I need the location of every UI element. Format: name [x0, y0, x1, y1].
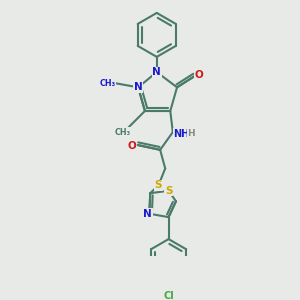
Text: H: H: [188, 129, 195, 138]
Text: CH₃: CH₃: [100, 79, 116, 88]
Text: S: S: [165, 186, 172, 196]
Text: N: N: [152, 67, 161, 77]
Text: Cl: Cl: [163, 291, 174, 300]
Text: O: O: [128, 142, 136, 152]
Text: O: O: [195, 70, 203, 80]
Text: NH: NH: [173, 129, 189, 139]
Text: N: N: [143, 209, 152, 219]
Text: CH₃: CH₃: [115, 128, 131, 136]
Text: S: S: [155, 180, 162, 190]
Text: N: N: [134, 82, 142, 92]
